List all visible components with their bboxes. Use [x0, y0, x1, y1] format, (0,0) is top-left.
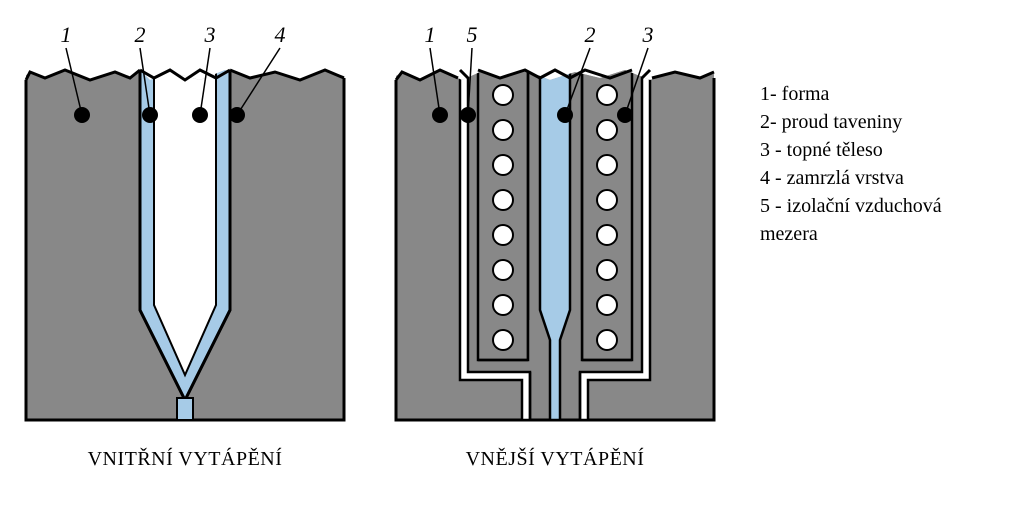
- callout-dot-icon: [432, 107, 448, 123]
- heating-ring-icon: [493, 120, 513, 140]
- heating-ring-icon: [597, 260, 617, 280]
- callout-label: 2: [585, 22, 596, 47]
- heating-ring-icon: [597, 155, 617, 175]
- heating-ring-icon: [493, 225, 513, 245]
- callout-dot-icon: [74, 107, 90, 123]
- callout-label: 3: [204, 22, 216, 47]
- legend-item: 4 - zamrzlá vrstva: [760, 164, 1004, 192]
- callout-dot-icon: [557, 107, 573, 123]
- callout-dot-icon: [460, 107, 476, 123]
- legend-item: 2- proud taveniny: [760, 108, 1004, 136]
- heating-ring-icon: [493, 330, 513, 350]
- heating-ring-icon: [493, 85, 513, 105]
- callout-dot-icon: [229, 107, 245, 123]
- heating-ring-icon: [597, 120, 617, 140]
- diagram-right-svg: 1523: [390, 20, 720, 430]
- callout-label: 2: [135, 22, 146, 47]
- heating-ring-icon: [597, 190, 617, 210]
- legend: 1- forma 2- proud taveniny 3 - topné těl…: [760, 80, 1004, 248]
- diagram-external-heating: 1523 VNĚJŠÍ VYTÁPĚNÍ: [390, 20, 720, 471]
- caption-left: VNITŘNÍ VYTÁPĚNÍ: [88, 448, 283, 471]
- diagram-left-svg: 1 2 3 4: [20, 20, 350, 430]
- callout-dot-icon: [617, 107, 633, 123]
- heating-ring-icon: [493, 260, 513, 280]
- legend-item: 1- forma: [760, 80, 1004, 108]
- heating-ring-icon: [493, 190, 513, 210]
- heating-ring-icon: [597, 225, 617, 245]
- heating-ring-icon: [597, 295, 617, 315]
- callout-dot-icon: [192, 107, 208, 123]
- legend-item: 3 - topné těleso: [760, 136, 1004, 164]
- callout-dot-icon: [142, 107, 158, 123]
- callout-label: 4: [275, 22, 286, 47]
- legend-item: 5 - izolační vzduchová mezera: [760, 192, 1004, 248]
- caption-right: VNĚJŠÍ VYTÁPĚNÍ: [466, 448, 645, 471]
- callout-label: 3: [642, 22, 654, 47]
- callout-label: 5: [467, 22, 478, 47]
- heating-ring-icon: [597, 85, 617, 105]
- callout-label: 1: [425, 22, 436, 47]
- callout-label: 1: [61, 22, 72, 47]
- diagram-internal-heating: 1 2 3 4 VNITŘNÍ VYTÁPĚNÍ: [20, 20, 350, 471]
- heating-ring-icon: [493, 155, 513, 175]
- heating-ring-icon: [597, 330, 617, 350]
- heating-ring-icon: [493, 295, 513, 315]
